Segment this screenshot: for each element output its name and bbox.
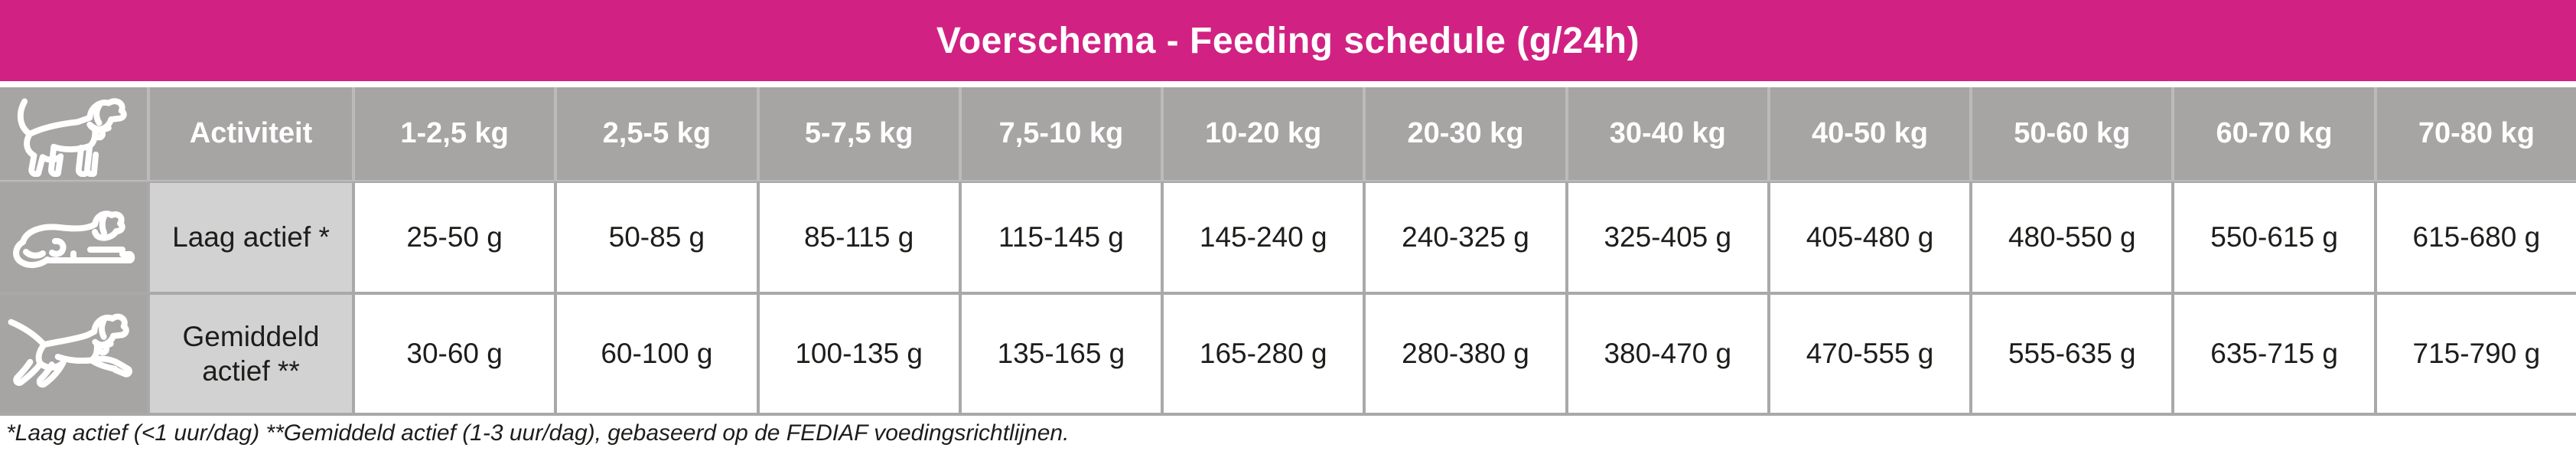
page-title: Voerschema - Feeding schedule (g/24h) — [936, 20, 1640, 61]
activity-label: Gemiddeld actief ** — [150, 295, 352, 413]
feeding-amount-cell: 405-480 g — [1770, 183, 1970, 292]
standing-dog-icon — [17, 97, 127, 177]
feeding-table: Activiteit 1-2,5 kg 2,5-5 kg 5-7,5 kg 7,5-10… — [0, 87, 2576, 416]
weight-column-header: 60-70 kg — [2174, 87, 2374, 180]
feeding-amount-cell: 60-100 g — [557, 295, 757, 413]
feeding-amount-cell: 380-470 g — [1568, 295, 1767, 413]
feeding-amount-cell: 555-635 g — [1972, 295, 2172, 413]
corner-icon-cell — [0, 87, 147, 180]
feeding-amount-cell: 715-790 g — [2376, 295, 2576, 413]
feeding-amount-cell: 25-50 g — [355, 183, 555, 292]
feeding-amount-cell: 115-145 g — [961, 183, 1161, 292]
lying-dog-icon — [13, 211, 135, 268]
weight-column-header: 20-30 kg — [1366, 87, 1565, 180]
feeding-amount-cell: 480-550 g — [1972, 183, 2172, 292]
weight-column-header: 10-20 kg — [1164, 87, 1363, 180]
title-bar: Voerschema - Feeding schedule (g/24h) — [0, 0, 2576, 81]
feeding-amount-cell: 145-240 g — [1164, 183, 1363, 292]
weight-column-header: 30-40 kg — [1568, 87, 1767, 180]
feeding-amount-cell: 135-165 g — [961, 295, 1161, 413]
feeding-amount-cell: 165-280 g — [1164, 295, 1363, 413]
footnote-text: *Laag actief (<1 uur/dag) **Gemiddeld ac… — [6, 420, 1070, 446]
feeding-amount-cell: 30-60 g — [355, 295, 555, 413]
feeding-amount-cell: 550-615 g — [2174, 183, 2374, 292]
running-dog-icon — [8, 313, 132, 388]
weight-column-header: 1-2,5 kg — [355, 87, 555, 180]
weight-column-header: 40-50 kg — [1770, 87, 1970, 180]
feeding-amount-cell: 280-380 g — [1366, 295, 1565, 413]
feeding-amount-cell: 615-680 g — [2376, 183, 2576, 292]
activity-column-header: Activiteit — [150, 87, 352, 180]
feeding-amount-cell: 50-85 g — [557, 183, 757, 292]
feeding-amount-cell: 85-115 g — [759, 183, 959, 292]
activity-icon-cell — [0, 295, 147, 413]
feeding-amount-cell: 325-405 g — [1568, 183, 1767, 292]
weight-column-header: 70-80 kg — [2376, 87, 2576, 180]
footnote: *Laag actief (<1 uur/dag) **Gemiddeld ac… — [0, 416, 2576, 451]
feeding-amount-cell: 470-555 g — [1770, 295, 1970, 413]
activity-icon-cell — [0, 183, 147, 292]
feeding-amount-cell: 100-135 g — [759, 295, 959, 413]
weight-column-header: 5-7,5 kg — [759, 87, 959, 180]
feeding-amount-cell: 635-715 g — [2174, 295, 2374, 413]
weight-column-header: 7,5-10 kg — [961, 87, 1161, 180]
feeding-amount-cell: 240-325 g — [1366, 183, 1565, 292]
weight-column-header: 50-60 kg — [1972, 87, 2172, 180]
activity-label: Laag actief * — [150, 183, 352, 292]
weight-column-header: 2,5-5 kg — [557, 87, 757, 180]
